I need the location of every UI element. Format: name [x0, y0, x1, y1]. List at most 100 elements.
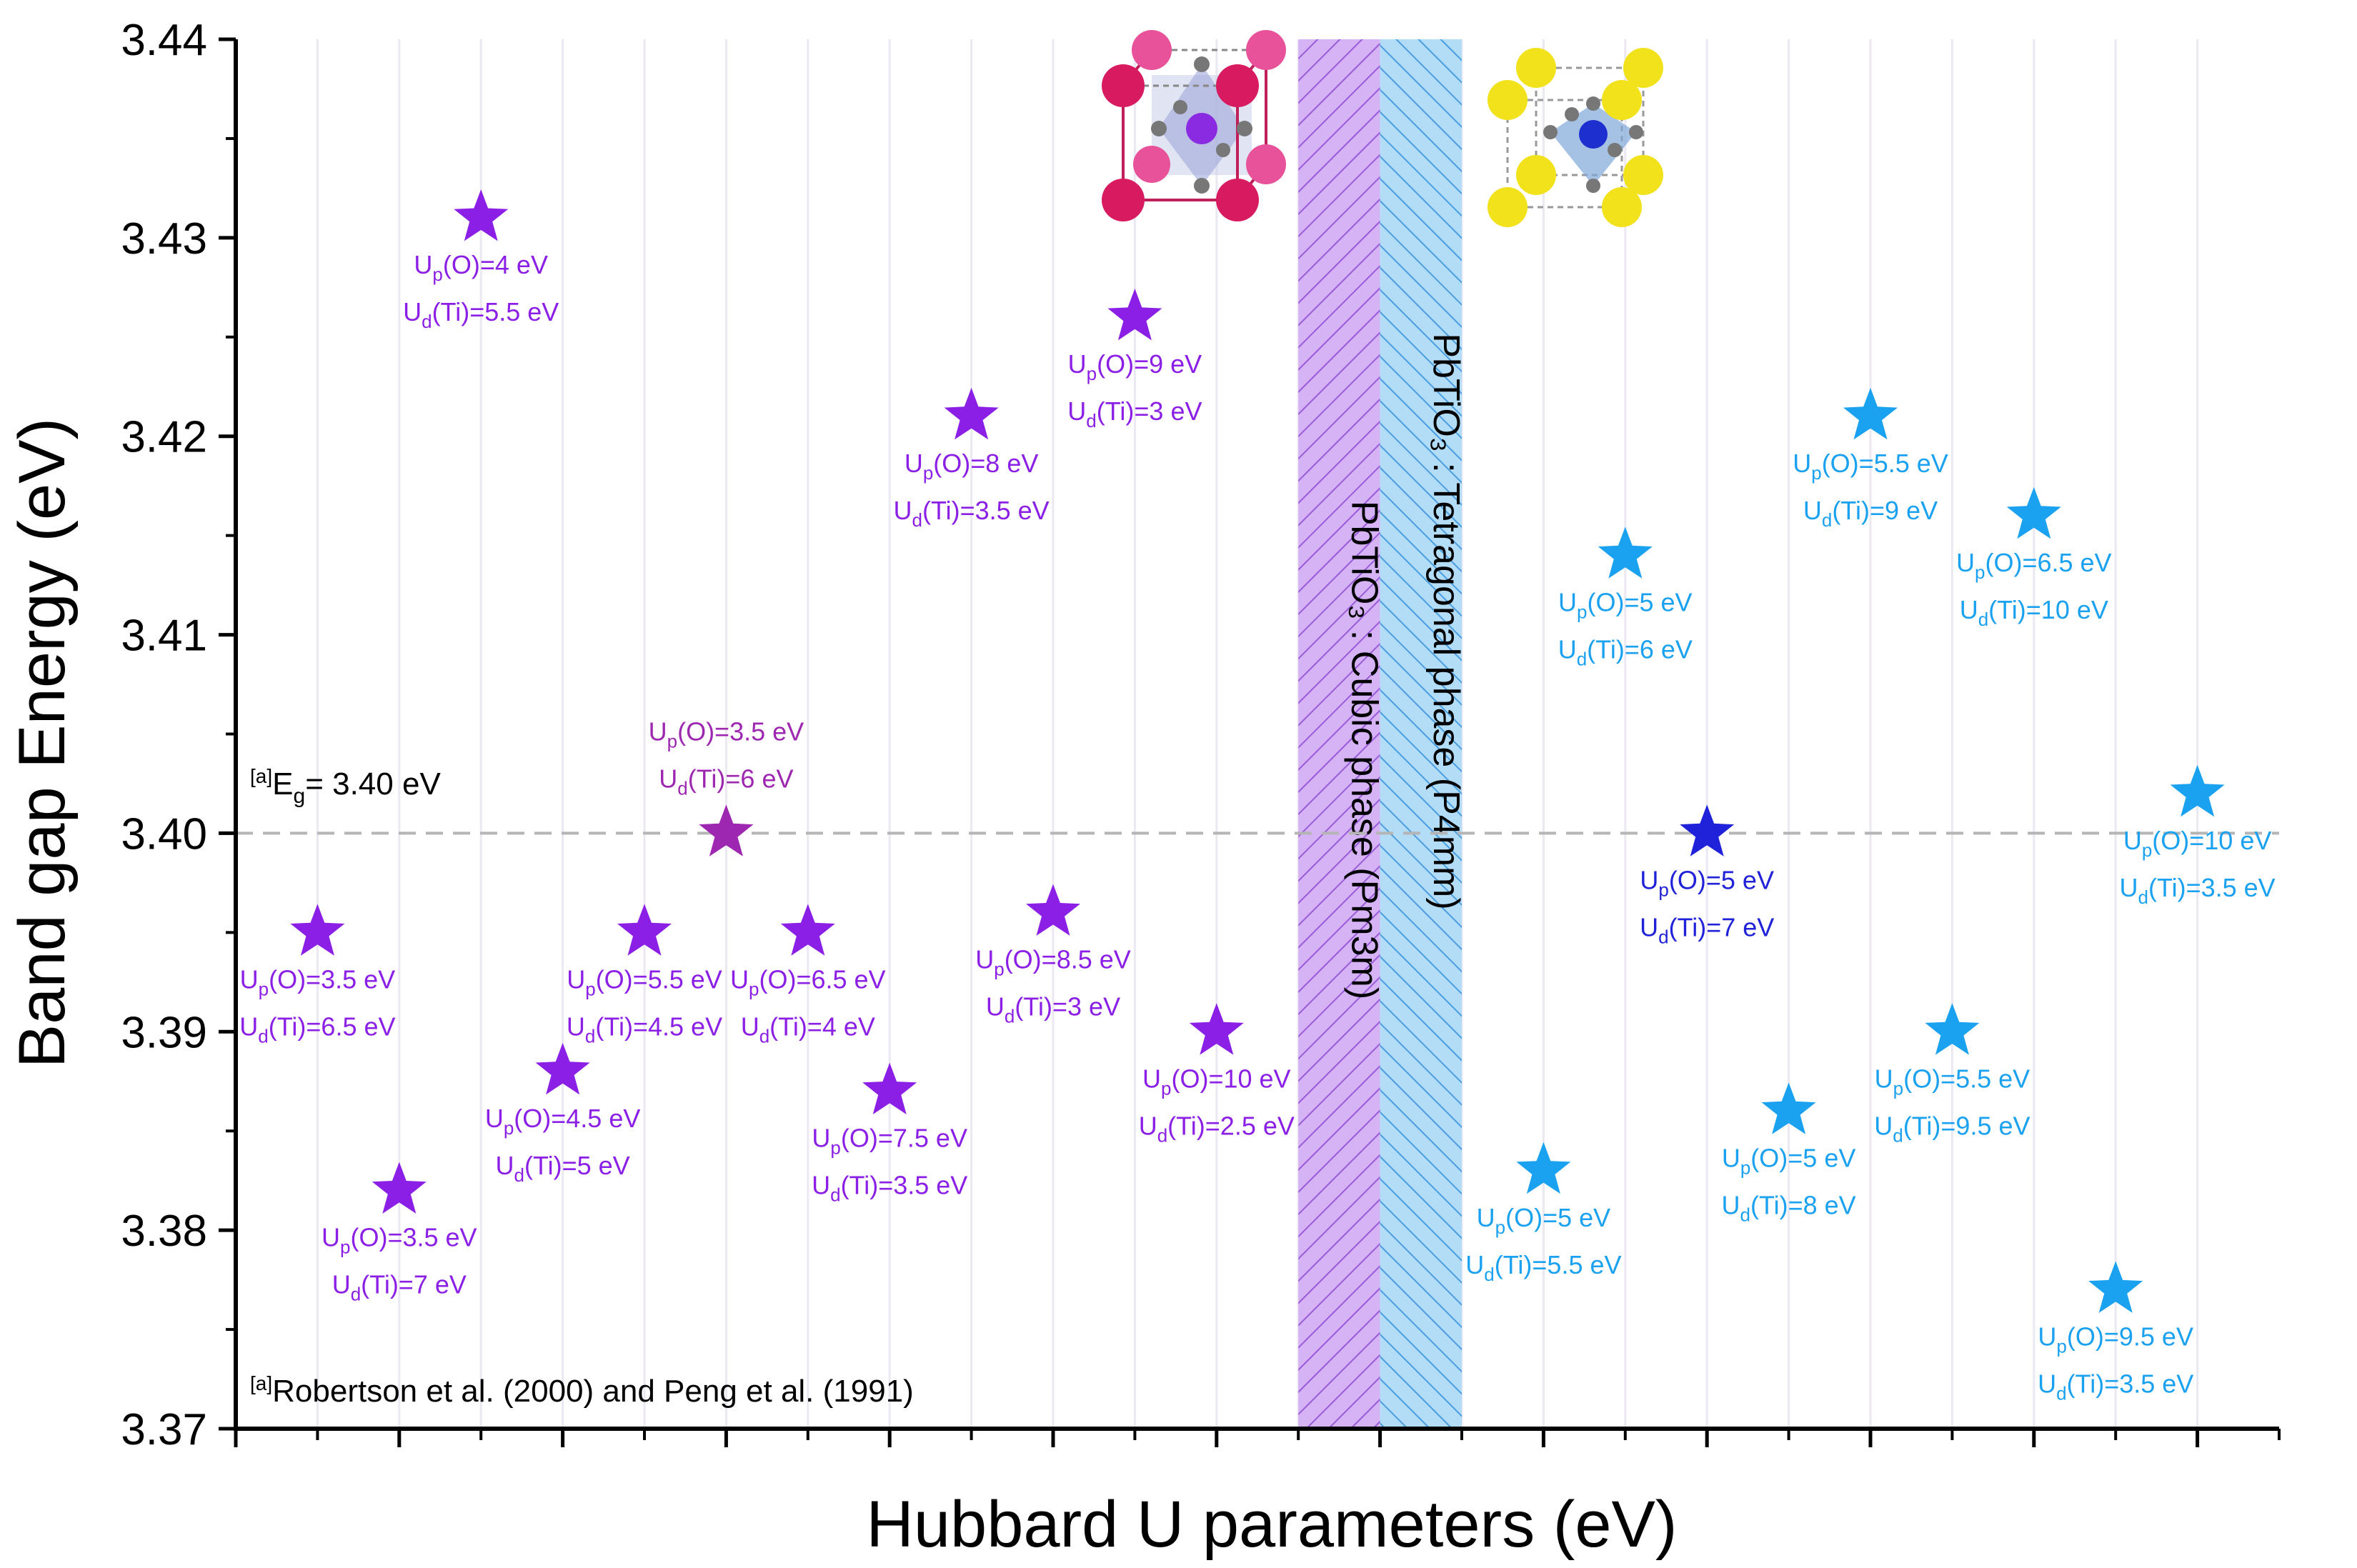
- data-points: Up(O)=3.5 eV Ud(Ti)=6.5 eV Up(O)=3.5 eV Ud(…: [239, 189, 2276, 1404]
- reference-label-main: E: [272, 766, 293, 802]
- point-label-up: Up(O)=5.5 eV: [567, 964, 722, 999]
- point-label-ud: Ud(Ti)=3 eV: [1067, 396, 1202, 431]
- point-label-ud: Ud(Ti)=3.5 eV: [2119, 873, 2275, 908]
- data-point: Up(O)=8 eV Ud(Ti)=3.5 eV: [893, 387, 1050, 531]
- star-marker: [372, 1162, 427, 1214]
- y-tick-label: 3.44: [121, 16, 207, 65]
- star-marker: [1189, 1003, 1244, 1055]
- star-marker: [1925, 1003, 1980, 1055]
- data-point: Up(O)=6.5 eV Ud(Ti)=4 eV: [730, 904, 886, 1047]
- point-label-up: Up(O)=3.5 eV: [649, 716, 804, 751]
- data-point: Up(O)=3.5 eV Ud(Ti)=7 eV: [322, 1162, 477, 1305]
- star-marker: [944, 387, 999, 440]
- data-point: Up(O)=10 eV Ud(Ti)=2.5 eV: [1139, 1003, 1295, 1146]
- tetragonal-crystal-illustration: [1488, 48, 1663, 227]
- point-label-ud: Ud(Ti)=5 eV: [496, 1151, 630, 1186]
- point-label-up: Up(O)=5 eV: [1558, 587, 1693, 622]
- star-marker: [535, 1042, 590, 1095]
- star-marker: [1843, 387, 1898, 440]
- y-tick-label: 3.38: [121, 1207, 207, 1256]
- star-marker: [2170, 764, 2225, 817]
- point-label-up: Up(O)=5.5 eV: [1793, 449, 1948, 484]
- y-tick-label: 3.37: [121, 1405, 207, 1454]
- data-point: Up(O)=9 eV Ud(Ti)=3 eV: [1067, 289, 1202, 431]
- star-marker: [1680, 804, 1735, 857]
- data-point: Up(O)=7.5 eV Ud(Ti)=3.5 eV: [812, 1062, 967, 1206]
- reference-label-rest: = 3.40 eV: [305, 766, 441, 802]
- star-marker: [2088, 1261, 2143, 1313]
- reference-label-sup: [a]: [250, 765, 272, 787]
- point-label-up: Up(O)=10 eV: [2123, 826, 2272, 861]
- point-label-up: Up(O)=9 eV: [1068, 349, 1202, 384]
- band-cubic: [1298, 39, 1380, 1429]
- point-label-ud: Ud(Ti)=9 eV: [1803, 496, 1938, 531]
- point-label-up: Up(O)=5 eV: [1722, 1143, 1856, 1178]
- point-label-up: Up(O)=6.5 eV: [730, 964, 886, 999]
- star-marker: [699, 804, 754, 857]
- point-label-up: Up(O)=9.5 eV: [2038, 1322, 2193, 1357]
- star-marker: [1107, 289, 1162, 341]
- data-point: Up(O)=4.5 eV Ud(Ti)=5 eV: [485, 1042, 641, 1186]
- y-tick-label: 3.42: [121, 413, 207, 462]
- footnote-text: Robertson et al. (2000) and Peng et al. …: [272, 1374, 914, 1409]
- y-tick-label: 3.40: [121, 809, 207, 859]
- star-marker: [617, 904, 672, 956]
- vertical-gridlines: [316, 39, 2199, 1429]
- data-point: Up(O)=5.5 eV Ud(Ti)=9 eV: [1793, 387, 1948, 531]
- point-label-up: Up(O)=5 eV: [1477, 1203, 1611, 1238]
- point-label-ud: Ud(Ti)=6.5 eV: [239, 1012, 395, 1047]
- point-label-up: Up(O)=5.5 eV: [1875, 1064, 2030, 1099]
- star-marker: [780, 904, 835, 956]
- point-label-ud: Ud(Ti)=3 eV: [986, 992, 1120, 1027]
- star-marker: [862, 1062, 917, 1114]
- point-label-ud: Ud(Ti)=6 eV: [1558, 634, 1693, 669]
- data-point: Up(O)=5 eV Ud(Ti)=8 eV: [1722, 1082, 1856, 1225]
- point-label-up: Up(O)=8 eV: [905, 449, 1039, 484]
- data-point: Up(O)=5 eV Ud(Ti)=6 eV: [1558, 526, 1693, 669]
- data-point: Up(O)=9.5 eV Ud(Ti)=3.5 eV: [2038, 1261, 2193, 1404]
- band-tetragonal: [1380, 39, 1462, 1429]
- star-marker: [290, 904, 345, 956]
- point-label-up: Up(O)=3.5 eV: [240, 964, 396, 999]
- band-label-cubic: PbTiO₃ : Cubic phase (Pm3̅m): [1343, 501, 1385, 999]
- star-marker: [1598, 526, 1653, 579]
- data-point: Up(O)=3.5 eV Ud(Ti)=6 eV: [649, 716, 804, 857]
- point-label-up: Up(O)=4.5 eV: [485, 1104, 641, 1139]
- point-label-ud: Ud(Ti)=9.5 eV: [1874, 1111, 2030, 1146]
- point-label-ud: Ud(Ti)=7 eV: [332, 1270, 467, 1305]
- point-label-ud: Ud(Ti)=2.5 eV: [1139, 1111, 1295, 1146]
- point-label-ud: Ud(Ti)=8 eV: [1722, 1190, 1856, 1225]
- point-label-up: Up(O)=3.5 eV: [322, 1223, 477, 1258]
- data-point: Up(O)=5 eV Ud(Ti)=7 eV: [1640, 804, 1774, 947]
- y-axis-title: Band gap Energy (eV): [6, 418, 79, 1068]
- point-label-ud: Ud(Ti)=3.5 eV: [2038, 1369, 2193, 1404]
- star-marker: [1516, 1142, 1571, 1194]
- point-label-up: Up(O)=5 eV: [1640, 865, 1774, 900]
- point-label-ud: Ud(Ti)=3.5 eV: [812, 1171, 967, 1206]
- point-label-ud: Ud(Ti)=6 eV: [659, 764, 793, 799]
- y-tick-label: 3.39: [121, 1008, 207, 1057]
- point-label-ud: Ud(Ti)=7 eV: [1640, 912, 1774, 947]
- data-point: Up(O)=4 eV Ud(Ti)=5.5 eV: [403, 189, 559, 332]
- y-tick-label: 3.41: [121, 611, 207, 661]
- axes: 3.37 3.38 3.39 3.40 3.41 3.42 3.43 3.44: [121, 16, 2281, 1454]
- reference-label: [a]Eg= 3.40 eV: [250, 765, 441, 808]
- data-point: Up(O)=6.5 eV Ud(Ti)=10 eV: [1956, 486, 2112, 630]
- data-point: Up(O)=10 eV Ud(Ti)=3.5 eV: [2119, 764, 2276, 908]
- data-point: Up(O)=5.5 eV Ud(Ti)=4.5 eV: [567, 904, 722, 1047]
- point-label-up: Up(O)=7.5 eV: [812, 1124, 967, 1159]
- point-label-up: Up(O)=4 eV: [414, 250, 548, 285]
- star-marker: [1026, 884, 1080, 936]
- star-marker: [1761, 1082, 1816, 1134]
- phase-bands: PbTiO₃ : Cubic phase (Pm3̅m) PbTiO₃ : Tet…: [1298, 39, 1467, 1429]
- cubic-crystal-illustration: [1102, 30, 1286, 221]
- x-axis-title: Hubbard U parameters (eV): [866, 1488, 1677, 1561]
- footnote-sup: [a]: [250, 1372, 272, 1394]
- band-label-tetragonal: PbTiO₃ : Tetragonal phase (P4mm): [1425, 333, 1467, 909]
- point-label-ud: Ud(Ti)=4 eV: [741, 1012, 875, 1047]
- data-point: Up(O)=5.5 eV Ud(Ti)=9.5 eV: [1874, 1003, 2030, 1146]
- point-label-ud: Ud(Ti)=5.5 eV: [403, 297, 559, 332]
- data-point: Up(O)=5 eV Ud(Ti)=5.5 eV: [1465, 1142, 1622, 1285]
- point-label-ud: Ud(Ti)=10 eV: [1960, 595, 2108, 630]
